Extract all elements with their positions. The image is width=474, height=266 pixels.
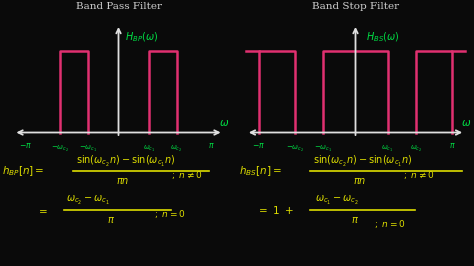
Text: $\mathrm{sin}(\omega_{c_2}n)-\mathrm{sin}(\omega_{c_1}n)$: $\mathrm{sin}(\omega_{c_2}n)-\mathrm{sin… (313, 154, 412, 169)
Text: $\pi$: $\pi$ (107, 215, 115, 225)
Text: $\omega$: $\omega$ (219, 118, 230, 128)
Text: $-\omega_{c_1}$: $-\omega_{c_1}$ (314, 144, 333, 154)
Text: $;\ n=0$: $;\ n=0$ (374, 218, 406, 230)
Text: $\pi$: $\pi$ (351, 215, 359, 225)
Text: $-\pi$: $-\pi$ (19, 141, 32, 150)
Text: $\pi n$: $\pi n$ (116, 176, 129, 186)
Text: $-\omega_{c_1}$: $-\omega_{c_1}$ (79, 144, 97, 154)
Text: $-\omega_{c_2}$: $-\omega_{c_2}$ (51, 144, 70, 154)
Text: $\mathrm{sin}(\omega_{c_2}n)-\mathrm{sin}(\omega_{c_1}n)$: $\mathrm{sin}(\omega_{c_2}n)-\mathrm{sin… (76, 154, 175, 169)
Text: $\omega_{c_1}-\omega_{c_2}$: $\omega_{c_1}-\omega_{c_2}$ (315, 194, 359, 207)
Text: $\omega_{c_2}$: $\omega_{c_2}$ (171, 144, 183, 154)
Text: Band Pass Filter: Band Pass Filter (75, 2, 162, 11)
Text: $\omega$: $\omega$ (461, 118, 471, 128)
Text: $\pi n$: $\pi n$ (353, 176, 366, 186)
Text: $;\ n\neq 0$: $;\ n\neq 0$ (171, 169, 202, 181)
Text: $=$: $=$ (36, 205, 47, 215)
Text: $\pi$: $\pi$ (208, 141, 215, 150)
Text: $H_{BS}(\omega)$: $H_{BS}(\omega)$ (365, 31, 399, 44)
Text: $\omega_{c_1}$: $\omega_{c_1}$ (143, 144, 155, 154)
Text: Band Stop Filter: Band Stop Filter (312, 2, 399, 11)
Text: $h_{BS}[n]=$: $h_{BS}[n]=$ (239, 164, 282, 178)
Text: $\omega_{c_1}$: $\omega_{c_1}$ (381, 144, 394, 154)
Text: $\omega_{c_2}$: $\omega_{c_2}$ (410, 144, 422, 154)
Text: $-\omega_{c_2}$: $-\omega_{c_2}$ (286, 144, 304, 154)
Text: $H_{BP}(\omega)$: $H_{BP}(\omega)$ (125, 31, 158, 44)
Text: $;\ n=0$: $;\ n=0$ (154, 208, 186, 220)
Text: $h_{BP}[n]=$: $h_{BP}[n]=$ (2, 164, 45, 178)
Text: $\omega_{c_2}-\omega_{c_1}$: $\omega_{c_2}-\omega_{c_1}$ (66, 194, 110, 207)
Text: $=\ 1\ +$: $=\ 1\ +$ (256, 204, 293, 216)
Text: $-\pi$: $-\pi$ (252, 141, 265, 150)
Text: $\pi$: $\pi$ (449, 141, 456, 150)
Text: $;\ n\neq 0$: $;\ n\neq 0$ (403, 169, 435, 181)
